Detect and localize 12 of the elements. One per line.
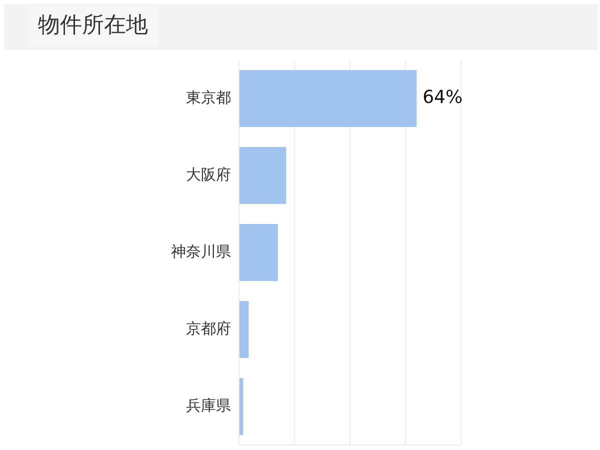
y-tick-label: 京都府 <box>186 319 231 338</box>
bar <box>240 70 417 127</box>
chart-title: 物件所在地 <box>28 6 158 46</box>
y-tick-label: 兵庫県 <box>186 396 231 414</box>
y-tick-label: 東京都 <box>186 88 231 106</box>
bar <box>240 147 286 204</box>
bar <box>240 301 249 358</box>
data-label: 64% <box>422 87 463 108</box>
y-tick-label: 大阪府 <box>186 165 231 184</box>
bar <box>240 378 244 435</box>
y-tick-label: 神奈川県 <box>171 242 231 260</box>
bar <box>240 224 278 281</box>
